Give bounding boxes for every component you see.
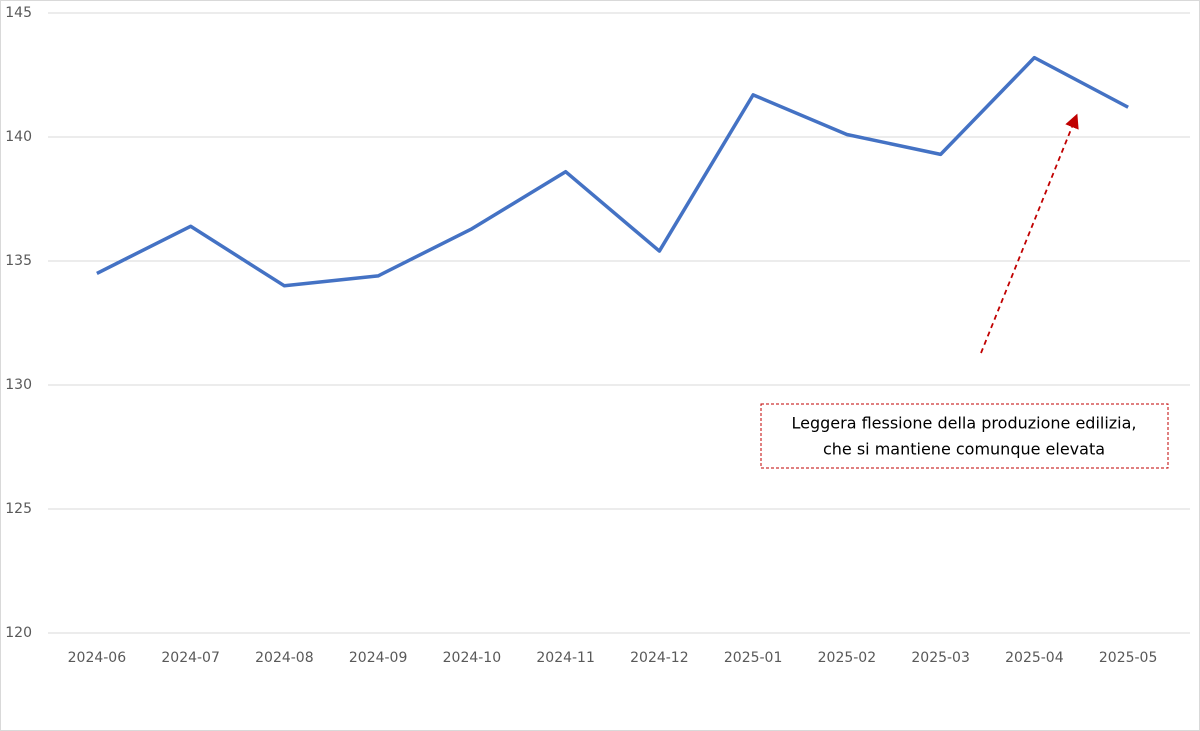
x-tick-label: 2024-08 (255, 650, 314, 666)
annotation-text: che si mantiene comunque elevata (823, 440, 1105, 459)
x-tick-label: 2024-10 (443, 650, 502, 666)
annotation-text: Leggera flessione della produzione edili… (791, 414, 1136, 433)
y-tick-label: 125 (5, 501, 32, 517)
y-tick-label: 120 (5, 625, 32, 641)
x-tick-label: 2025-02 (818, 650, 877, 666)
line (96, 55, 1129, 288)
annotation-arrow (980, 113, 1079, 354)
x-tick-label: 2025-01 (724, 650, 783, 666)
x-tick-label: 2025-03 (911, 650, 970, 666)
y-tick-label: 140 (5, 129, 32, 145)
x-tick-label: 2025-05 (1099, 650, 1158, 666)
x-tick-label: 2024-12 (630, 650, 689, 666)
annotation-box (760, 403, 1169, 469)
y-tick-label: 130 (5, 377, 32, 393)
y-tick-label: 135 (5, 253, 32, 269)
x-tick-label: 2024-07 (161, 650, 220, 666)
x-tick-label: 2024-11 (536, 650, 595, 666)
y-tick-label: 145 (5, 5, 32, 21)
x-tick-label: 2024-09 (349, 650, 408, 666)
x-tick-label: 2024-06 (68, 650, 127, 666)
x-tick-label: 2025-04 (1005, 650, 1064, 666)
